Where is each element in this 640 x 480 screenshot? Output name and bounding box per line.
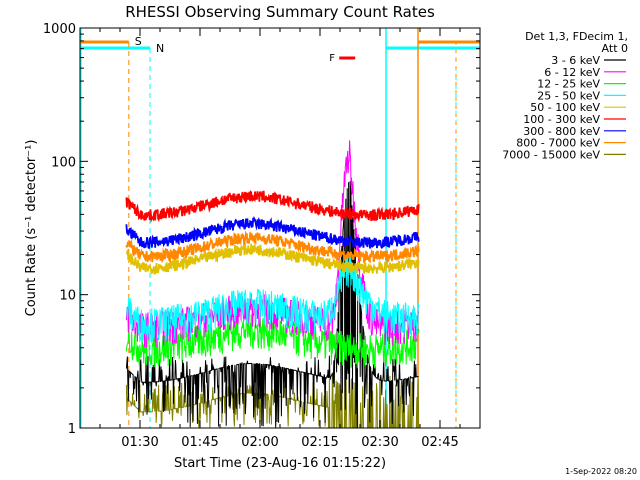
series-trace (125, 230, 420, 264)
series-800-7000keV (125, 230, 420, 264)
series-3-6keV (125, 181, 419, 429)
timestamp: 1-Sep-2022 08:20 (565, 467, 637, 476)
x-tick-label: 02:45 (421, 435, 458, 450)
saa-flag-label: S (135, 35, 142, 48)
series-50-100keV (125, 243, 420, 275)
y-tick-label: 10 (59, 289, 76, 304)
axis-ticks: 01:30 01:45 02:00 02:15 02:30 02:45 1 10 100 1000 (43, 22, 481, 450)
legend-header-line-1: Det 1,3, FDecim 1, (525, 30, 628, 43)
series-100-300keV (125, 190, 420, 223)
y-tick-label: 1 (68, 422, 76, 437)
plot-area: S N F (80, 28, 480, 429)
legend-label: 3 - 6 keV (551, 54, 600, 67)
legend-label: 25 - 50 keV (537, 89, 600, 102)
legend-label: 300 - 800 keV (523, 125, 600, 138)
series-300-800keV (125, 216, 420, 250)
x-tick-label: 01:30 (121, 435, 158, 450)
chart-title: RHESSI Observing Summary Count Rates (125, 3, 435, 21)
x-tick-label: 02:15 (301, 435, 338, 450)
y-tick-label: 1000 (43, 22, 76, 37)
legend-label: 7000 - 15000 keV (502, 148, 600, 161)
series-trace (125, 190, 420, 223)
series-12-25keV (125, 313, 420, 369)
x-axis-label: Start Time (23-Aug-16 01:15:22) (174, 456, 386, 471)
x-tick-label: 02:00 (241, 435, 278, 450)
legend-label: 50 - 100 keV (530, 101, 600, 114)
y-axis-label: Count Rate (s⁻¹ detector⁻¹) (24, 140, 39, 317)
flare-flag-label: F (329, 53, 335, 64)
series-trace (125, 243, 420, 275)
y-tick-label: 100 (51, 155, 76, 170)
legend-header-line-2: Att 0 (602, 42, 628, 55)
legend-label: 800 - 7000 keV (516, 137, 600, 150)
night-flag-label: N (156, 42, 164, 55)
x-tick-label: 01:45 (181, 435, 218, 450)
series-trace (125, 216, 420, 250)
series-trace (125, 251, 420, 344)
series-25-50keV (125, 251, 420, 344)
legend-label: 6 - 12 keV (544, 66, 600, 79)
series-trace (125, 313, 420, 369)
series-trace (125, 181, 419, 429)
legend-label: 100 - 300 keV (523, 113, 600, 126)
x-tick-label: 02:30 (361, 435, 398, 450)
legend-label: 12 - 25 keV (537, 78, 600, 91)
